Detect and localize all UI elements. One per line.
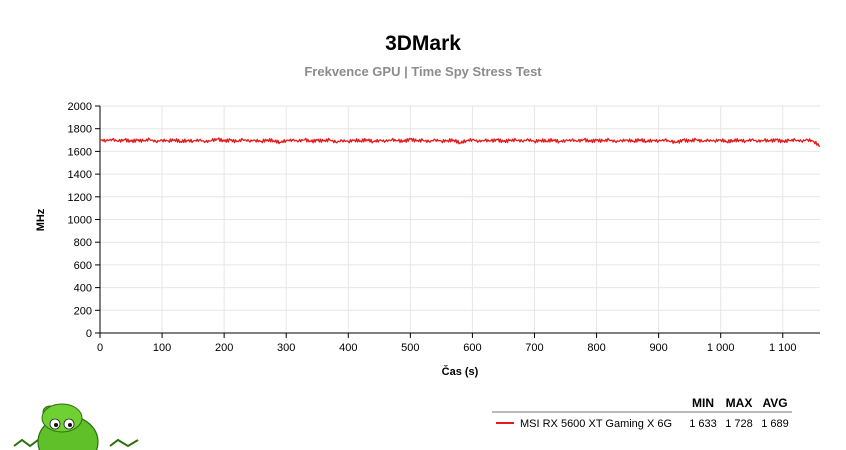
legend-col-avg: AVG xyxy=(762,396,787,410)
y-tick-label: 2000 xyxy=(68,101,92,113)
y-tick-label: 600 xyxy=(74,260,92,272)
legend-series-avg: 1 689 xyxy=(761,418,789,430)
legend-col-max: MAX xyxy=(726,396,753,410)
x-tick-label: 300 xyxy=(277,342,295,354)
x-tick-label: 100 xyxy=(153,342,171,354)
y-tick-label: 1000 xyxy=(68,215,92,227)
y-tick-label: 1200 xyxy=(68,192,92,204)
chart-subtitle: Frekvence GPU | Time Spy Stress Test xyxy=(304,64,542,79)
legend-series-min: 1 633 xyxy=(689,418,717,430)
y-tick-labels: 0 200 400 600 800 1000 1200 1400 1600 1800 2000 xyxy=(68,101,92,340)
gridlines xyxy=(100,105,820,333)
legend: MIN MAX AVG MSI RX 5600 XT Gaming X 6G 1… xyxy=(492,396,792,430)
x-tick-label: 600 xyxy=(463,342,481,354)
y-tick-label: 1400 xyxy=(68,169,92,181)
series-line-0 xyxy=(99,137,821,147)
x-tick-labels: 0 100 200 300 400 500 600 700 800 900 1 000 1 100 xyxy=(97,342,797,354)
legend-col-min: MIN xyxy=(692,396,714,410)
y-tick-label: 200 xyxy=(74,305,92,317)
legend-series-name: MSI RX 5600 XT Gaming X 6G xyxy=(520,418,672,430)
x-tick-label: 900 xyxy=(649,342,667,354)
y-tick-label: 800 xyxy=(74,237,92,249)
x-tick-label: 500 xyxy=(401,342,419,354)
x-tick-label: 1 000 xyxy=(707,342,735,354)
series-layer xyxy=(99,137,821,147)
chart-title: 3DMark xyxy=(385,32,461,55)
y-tick-label: 1800 xyxy=(68,124,92,136)
y-axis-label: MHz xyxy=(35,208,47,231)
x-tick-label: 700 xyxy=(525,342,543,354)
x-tick-label: 200 xyxy=(215,342,233,354)
x-tick-label: 0 xyxy=(97,342,103,354)
x-tick-label: 800 xyxy=(587,342,605,354)
legend-series-max: 1 728 xyxy=(725,418,753,430)
y-tick-label: 1600 xyxy=(68,146,92,158)
axes xyxy=(95,105,820,338)
y-tick-label: 0 xyxy=(86,328,92,340)
x-tick-label: 400 xyxy=(339,342,357,354)
mascot-logo xyxy=(13,403,139,450)
x-tick-label: 1 100 xyxy=(769,342,797,354)
x-axis-label: Čas (s) xyxy=(442,365,479,378)
y-tick-label: 400 xyxy=(74,283,92,295)
